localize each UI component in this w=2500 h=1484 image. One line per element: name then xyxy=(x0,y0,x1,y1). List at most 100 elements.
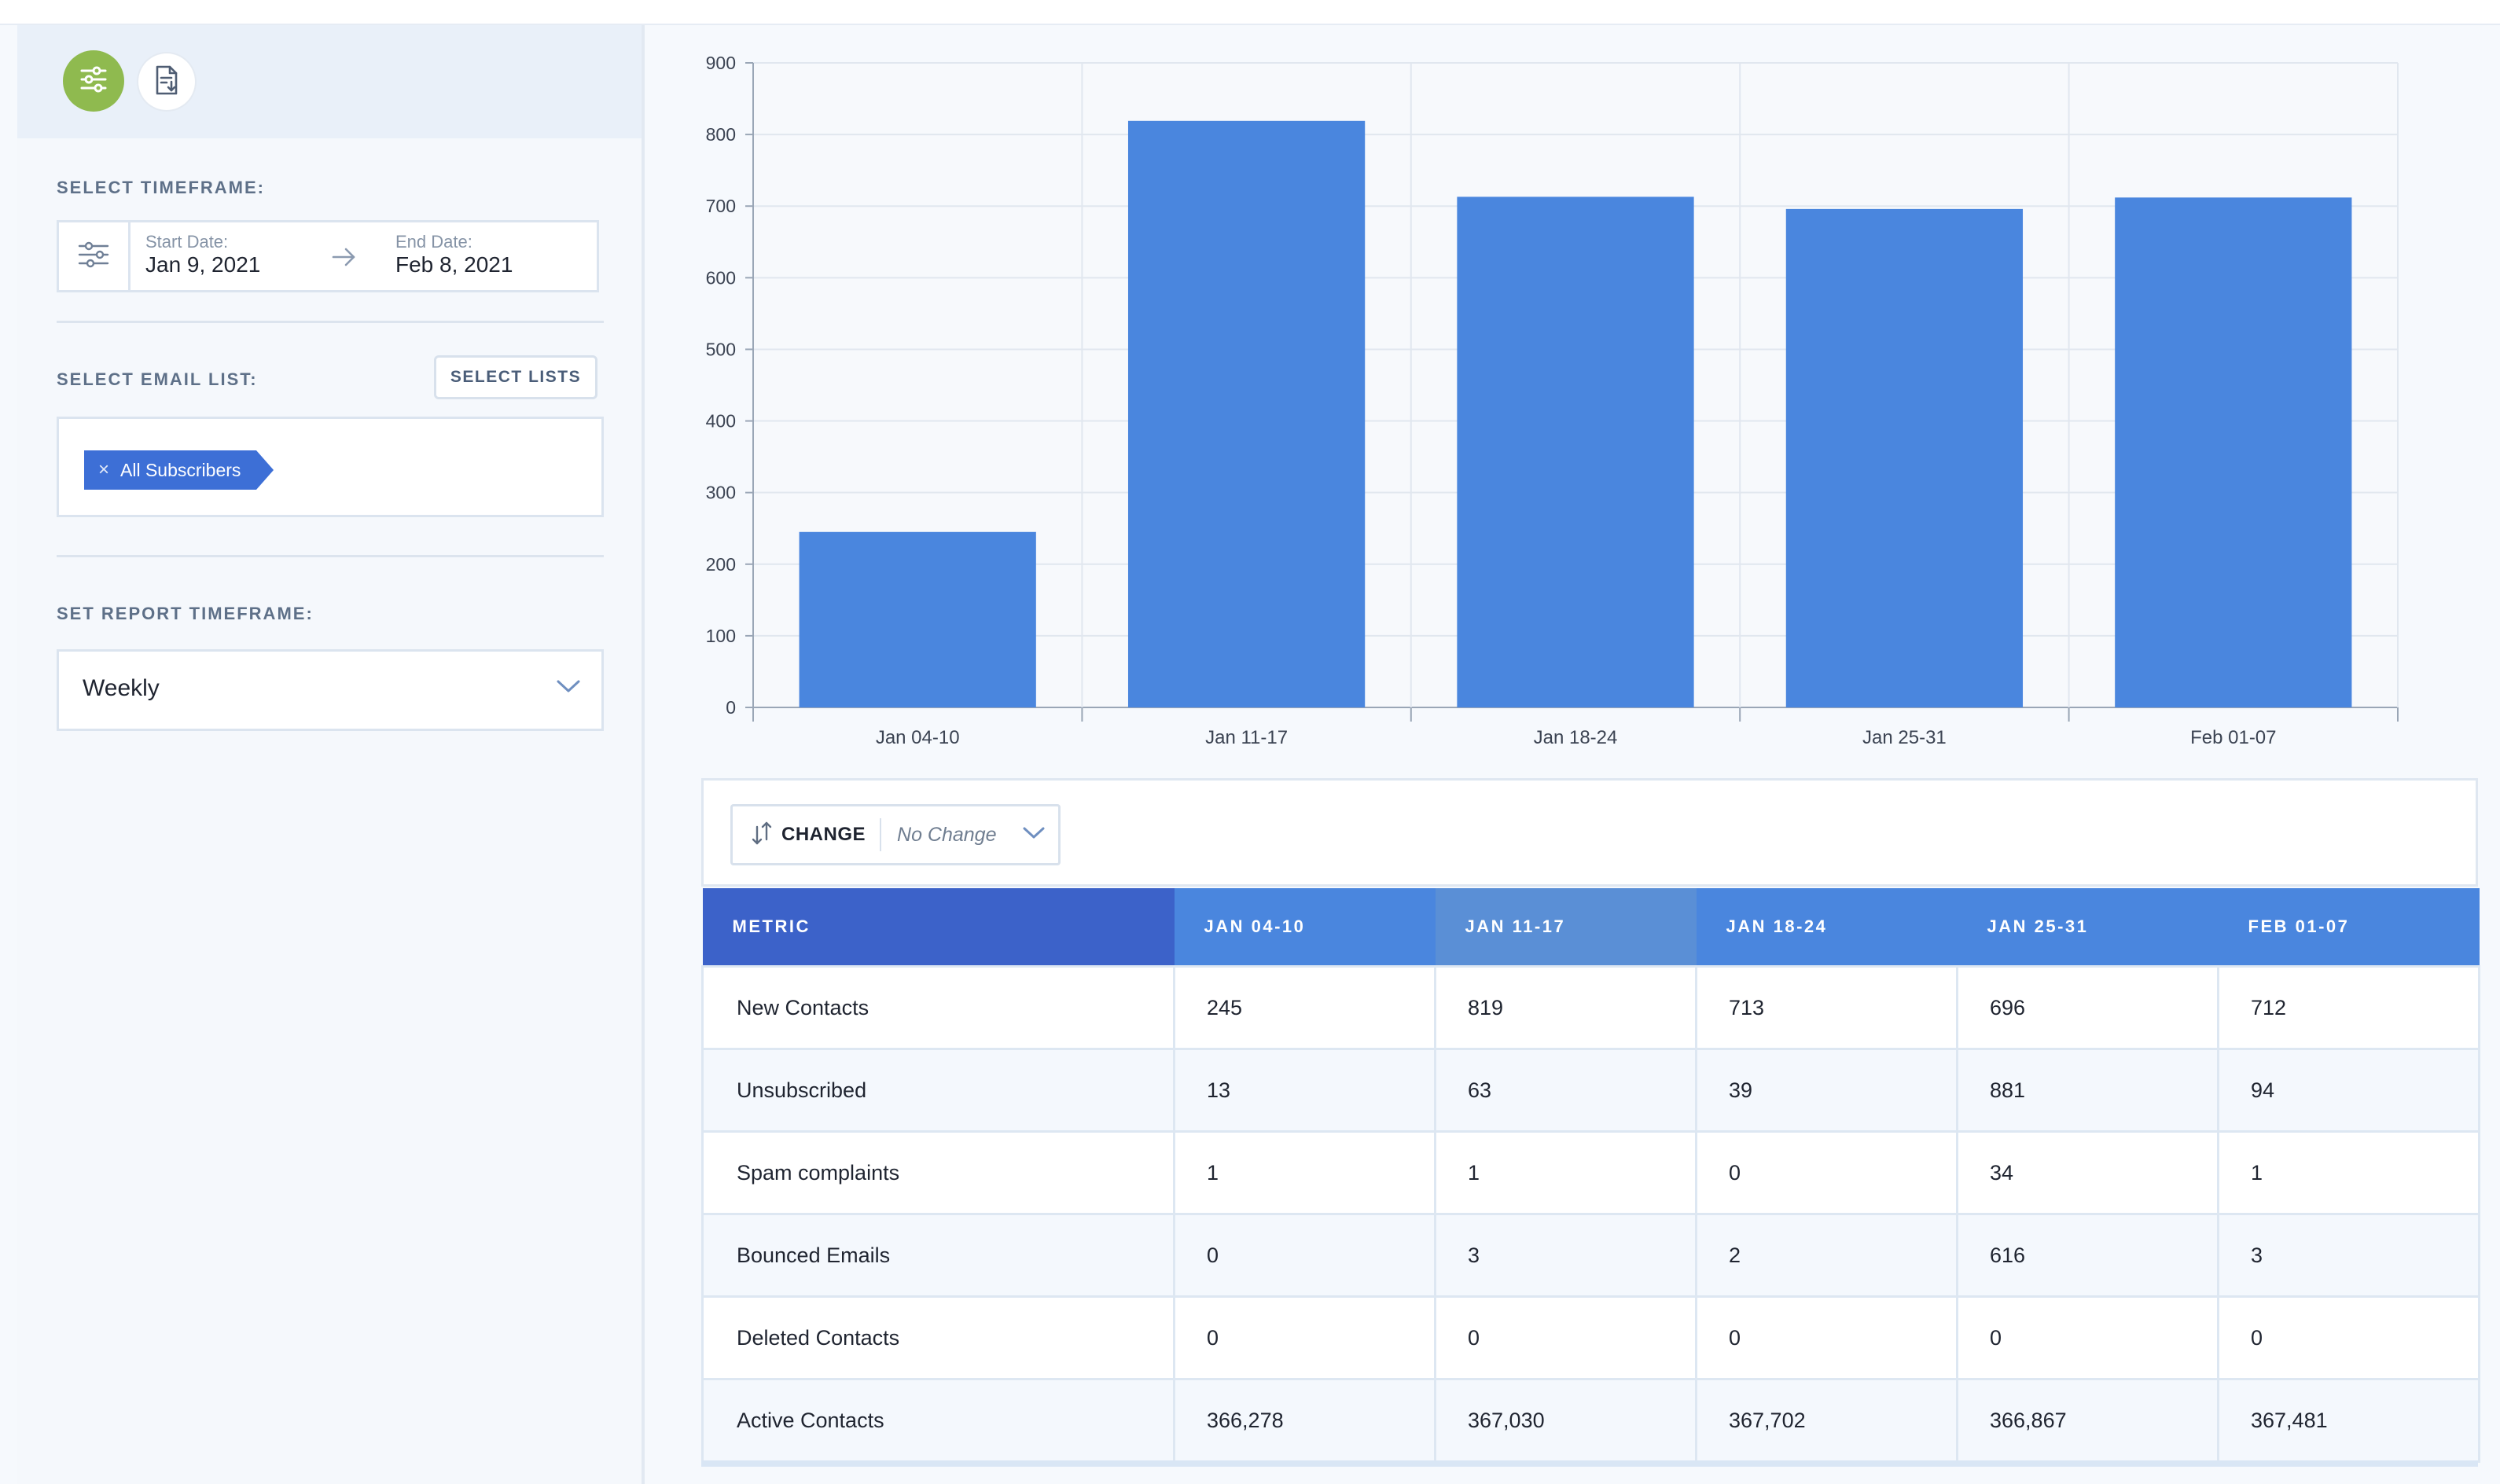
metric-value-cell: 366,867 xyxy=(1956,1378,2219,1463)
metric-name-cell: Unsubscribed xyxy=(701,1048,1175,1133)
metrics-table: METRIC JAN 04-10 JAN 11-17 JAN 18-24 JAN… xyxy=(701,888,2480,1463)
y-tick-label: 600 xyxy=(706,267,736,288)
metric-value-cell: 13 xyxy=(1173,1048,1436,1133)
metric-value-cell: 2 xyxy=(1695,1213,1958,1298)
table-row: New Contacts 245 819 713 696 712 xyxy=(701,965,2480,1050)
metric-value-cell: 0 xyxy=(1173,1213,1436,1298)
metric-value-cell: 367,481 xyxy=(2217,1378,2480,1463)
metric-value-cell: 94 xyxy=(2217,1048,2480,1133)
select-lists-button[interactable]: SELECT LISTS xyxy=(434,355,597,399)
change-value: No Change xyxy=(897,823,997,846)
metric-value-cell: 3 xyxy=(2217,1213,2480,1298)
table-row: Spam complaints 1 1 0 34 1 xyxy=(701,1130,2480,1215)
table-row: Active Contacts 366,278 367,030 367,702 366,… xyxy=(701,1378,2480,1463)
chevron-down-icon xyxy=(556,678,581,698)
metric-value-cell: 713 xyxy=(1695,965,1958,1050)
divider xyxy=(57,555,604,557)
metric-value-cell: 366,278 xyxy=(1173,1378,1436,1463)
sort-arrows-icon xyxy=(750,821,774,850)
weekly-bar-chart: 0 100 200 300 400 500 600 700 800 900 Jan 04-10 Jan… xyxy=(660,31,2484,770)
document-download-icon xyxy=(153,64,181,100)
list-tag-label: All Subscribers xyxy=(120,459,241,480)
metric-value-cell: 245 xyxy=(1173,965,1436,1050)
metric-value-cell: 0 xyxy=(1695,1295,1958,1380)
column-header-metric[interactable]: METRIC xyxy=(702,888,1175,967)
metric-value-cell: 696 xyxy=(1956,965,2219,1050)
start-date-value[interactable]: Jan 9, 2021 xyxy=(145,252,261,277)
metric-name-cell: Spam complaints xyxy=(701,1130,1175,1215)
filters-button[interactable] xyxy=(63,50,124,112)
sliders-icon xyxy=(78,64,109,99)
change-label: CHANGE xyxy=(781,824,866,845)
filter-sidebar: SELECT TIMEFRAME: Start Date: Jan 9, 202… xyxy=(17,25,645,1484)
bar xyxy=(1785,208,2024,707)
table-footer-strip xyxy=(701,1460,2478,1467)
metric-value-cell: 0 xyxy=(1956,1295,2219,1380)
column-header-week[interactable]: JAN 25-31 xyxy=(1957,888,2219,967)
metric-value-cell: 712 xyxy=(2217,965,2480,1050)
report-timeframe-select[interactable]: Weekly xyxy=(57,649,604,731)
column-header-week[interactable]: JAN 11-17 xyxy=(1435,888,1697,967)
chart-canvas: 0 100 200 300 400 500 600 700 800 900 Jan 04-10 Jan… xyxy=(706,53,2399,748)
date-filter-toggle[interactable] xyxy=(59,222,131,290)
timeframe-label: SELECT TIMEFRAME: xyxy=(57,178,265,197)
table-body: New Contacts 245 819 713 696 712 Unsubscribed 1… xyxy=(701,965,2480,1463)
email-list-label: SELECT EMAIL LIST: xyxy=(57,369,258,389)
metric-name-cell: Deleted Contacts xyxy=(701,1295,1175,1380)
date-range-picker[interactable]: Start Date: Jan 9, 2021 End Date: Feb 8,… xyxy=(57,220,599,292)
metric-name-cell: Bounced Emails xyxy=(701,1213,1175,1298)
y-tick-label: 200 xyxy=(706,554,736,575)
close-icon[interactable]: × xyxy=(98,459,110,480)
table-row: Unsubscribed 13 63 39 881 94 xyxy=(701,1048,2480,1133)
column-header-week[interactable]: JAN 04-10 xyxy=(1174,888,1436,967)
start-date-caption: Start Date: xyxy=(145,232,229,252)
selected-lists-box[interactable]: × All Subscribers xyxy=(57,417,604,517)
y-tick-label: 500 xyxy=(706,339,736,359)
metric-name-cell: New Contacts xyxy=(701,965,1175,1050)
x-tick-label: Jan 11-17 xyxy=(1205,727,1288,748)
x-tick-label: Jan 18-24 xyxy=(1534,727,1618,748)
bar xyxy=(799,531,1036,707)
metric-value-cell: 0 xyxy=(1434,1295,1697,1380)
table-row: Deleted Contacts 0 0 0 0 0 xyxy=(701,1295,2480,1380)
table-toolbar: CHANGE No Change xyxy=(701,778,2478,887)
y-tick-label: 700 xyxy=(706,196,736,216)
top-bar xyxy=(0,0,2500,25)
report-timeframe-label: SET REPORT TIMEFRAME: xyxy=(57,604,314,623)
report-timeframe-value: Weekly xyxy=(83,675,160,701)
y-tick-label: 400 xyxy=(706,411,736,432)
metric-value-cell: 1 xyxy=(1173,1130,1436,1215)
table-header-row: METRIC JAN 04-10 JAN 11-17 JAN 18-24 JAN… xyxy=(702,888,2480,967)
metric-value-cell: 63 xyxy=(1434,1048,1697,1133)
metric-value-cell: 39 xyxy=(1695,1048,1958,1133)
metric-value-cell: 1 xyxy=(1434,1130,1697,1215)
metric-value-cell: 3 xyxy=(1434,1213,1697,1298)
metric-name-cell: Active Contacts xyxy=(701,1378,1175,1463)
column-header-week[interactable]: FEB 01-07 xyxy=(2218,888,2480,967)
arrow-right-icon xyxy=(331,246,358,272)
metric-value-cell: 616 xyxy=(1956,1213,2219,1298)
divider xyxy=(57,321,604,323)
y-tick-label: 300 xyxy=(706,483,736,503)
bar xyxy=(1457,197,1694,707)
metric-value-cell: 819 xyxy=(1434,965,1697,1050)
y-tick-label: 900 xyxy=(706,53,736,73)
metric-value-cell: 881 xyxy=(1956,1048,2219,1133)
y-tick-label: 0 xyxy=(726,697,736,718)
metric-value-cell: 0 xyxy=(2217,1295,2480,1380)
y-tick-label: 100 xyxy=(706,626,736,646)
sidebar-toolbar xyxy=(17,25,642,138)
metric-value-cell: 34 xyxy=(1956,1130,2219,1215)
bar xyxy=(1127,120,1366,708)
end-date-value[interactable]: Feb 8, 2021 xyxy=(395,252,513,277)
table-row: Bounced Emails 0 3 2 616 3 xyxy=(701,1213,2480,1298)
sliders-icon xyxy=(76,239,111,274)
list-tag-all-subscribers[interactable]: × All Subscribers xyxy=(84,450,274,490)
metric-value-cell: 0 xyxy=(1695,1130,1958,1215)
bar xyxy=(2115,197,2352,708)
column-header-week[interactable]: JAN 18-24 xyxy=(1696,888,1958,967)
metric-value-cell: 0 xyxy=(1173,1295,1436,1380)
metric-value-cell: 367,030 xyxy=(1434,1378,1697,1463)
change-dropdown[interactable]: CHANGE No Change xyxy=(730,804,1061,865)
export-report-button[interactable] xyxy=(138,53,195,110)
